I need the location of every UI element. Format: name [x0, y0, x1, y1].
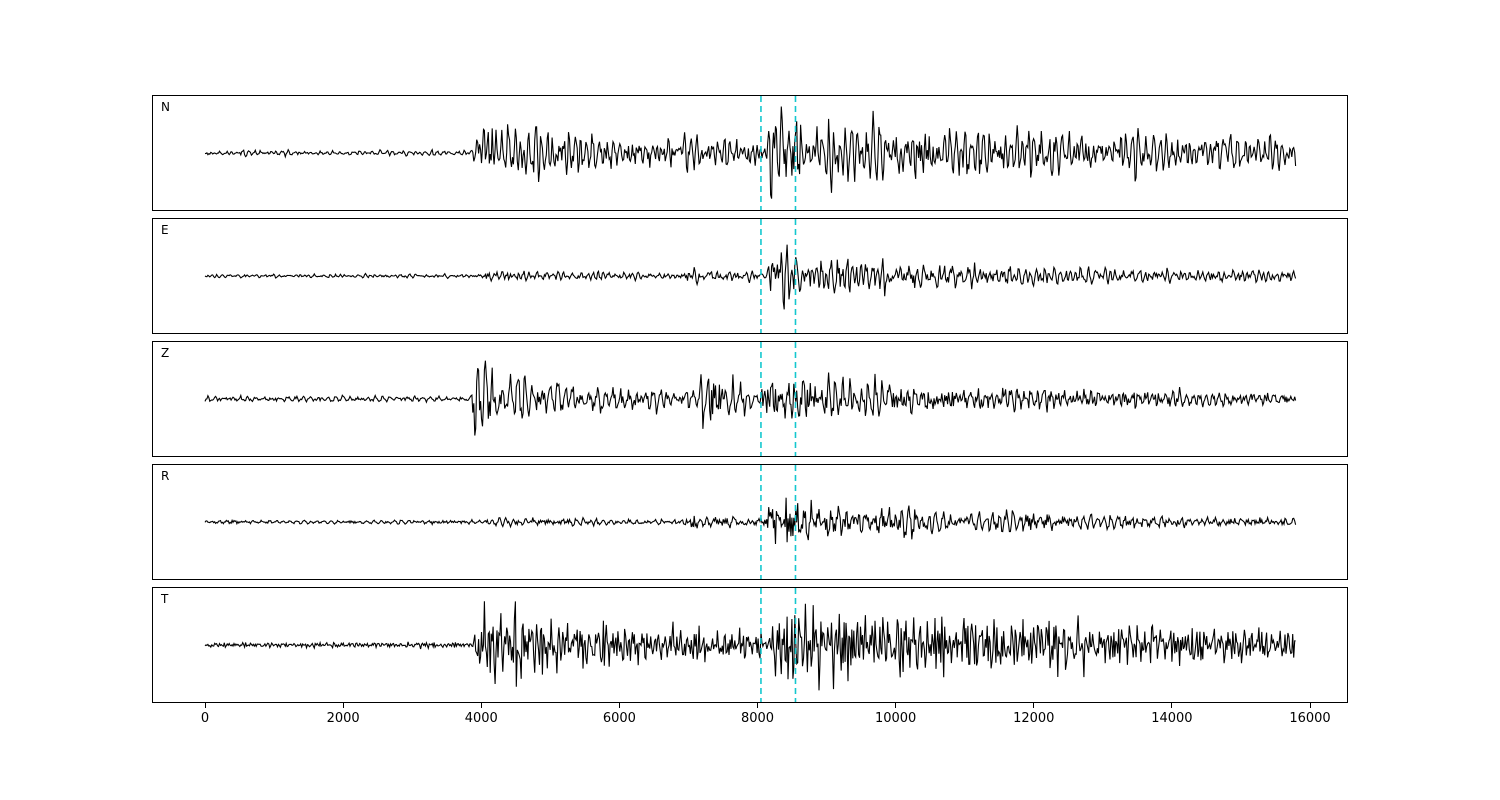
panel-Z: Z [152, 341, 1348, 457]
x-tick-label: 6000 [602, 711, 636, 726]
panel-T: T [152, 587, 1348, 703]
x-tick-label: 0 [200, 711, 210, 726]
waveform-trace-Z [204, 360, 1297, 436]
trace-plot-E [204, 219, 1297, 333]
x-tick-label: 2000 [326, 711, 360, 726]
panel-N: N [152, 95, 1348, 211]
x-tick [1171, 703, 1173, 708]
x-tick-label: 16000 [1289, 711, 1331, 726]
x-tick [204, 703, 206, 708]
x-tick-label: 12000 [1013, 711, 1055, 726]
trace-plot-R [204, 465, 1297, 579]
x-tick [1033, 703, 1035, 708]
x-tick [895, 703, 897, 708]
channel-label-T: T [161, 592, 169, 606]
channel-label-R: R [161, 469, 170, 483]
trace-plot-Z [204, 342, 1297, 456]
x-tick [1309, 703, 1311, 708]
waveform-trace-R [204, 497, 1297, 545]
trace-plot-T [204, 588, 1296, 702]
panel-R: R [152, 464, 1348, 580]
channel-label-E: E [161, 223, 169, 237]
waveform-trace-N [204, 106, 1297, 199]
channel-label-Z: Z [161, 346, 170, 360]
x-tick-label: 4000 [464, 711, 498, 726]
x-tick [342, 703, 344, 708]
x-tick [757, 703, 758, 708]
waveform-trace-T [204, 601, 1296, 691]
x-tick-label: 14000 [1151, 711, 1193, 726]
panel-E: E [152, 218, 1348, 334]
waveform-trace-E [204, 244, 1297, 310]
trace-plot-N [204, 96, 1297, 210]
channel-label-N: N [161, 100, 170, 114]
x-tick [480, 703, 482, 708]
x-tick-label: 8000 [740, 711, 775, 726]
x-tick [618, 703, 620, 708]
x-tick-label: 10000 [874, 711, 917, 726]
